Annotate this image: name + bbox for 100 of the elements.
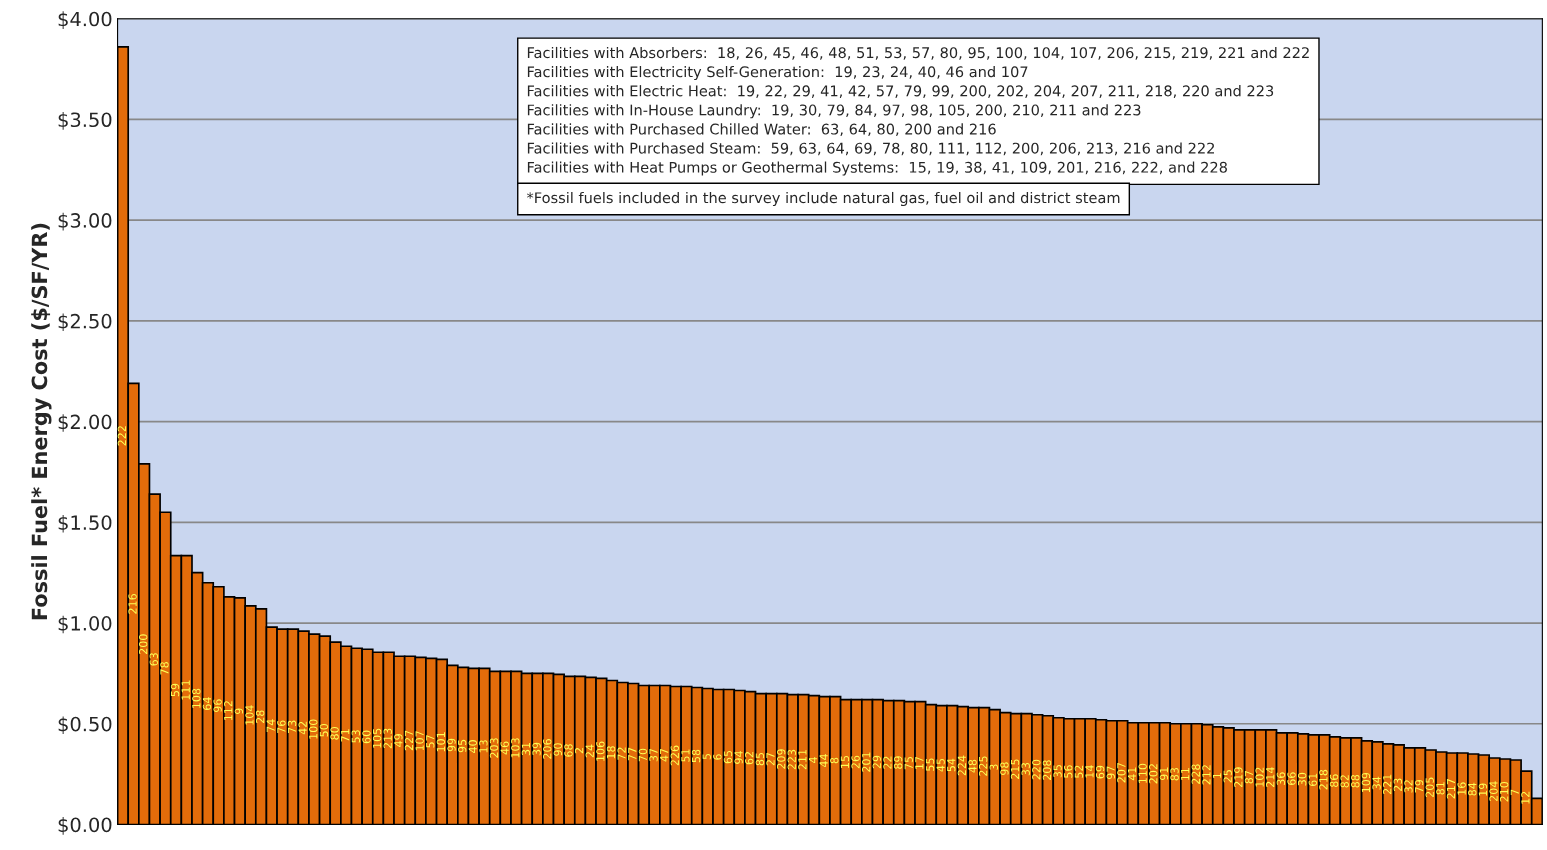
- x-tick-label: 50: [319, 723, 329, 737]
- x-tick-label: 47: [660, 748, 669, 762]
- x-tick-label: 213: [383, 728, 392, 749]
- x-tick-label: 4: [808, 757, 818, 764]
- x-tick-label: 2: [574, 748, 584, 754]
- x-tick-label: 97: [1106, 766, 1115, 779]
- x-tick-label: 210: [1499, 781, 1509, 802]
- x-tick-label: 41: [1127, 767, 1137, 781]
- y-tick-label: $2.00: [58, 414, 112, 432]
- x-tick-label: 200: [138, 634, 148, 654]
- x-tick-label: 37: [649, 748, 658, 762]
- x-tick-label: 60: [362, 730, 371, 744]
- x-tick-label: 217: [1446, 779, 1456, 799]
- y-tick-label: $4.00: [58, 11, 112, 29]
- x-tick-label: 207: [1117, 762, 1126, 783]
- x-tick-label: 62: [745, 752, 754, 765]
- annotation: Facilities with In-House Laundry: 19, 30, 79, 84, 97, 98, 105, 200, 210, 211 and 223: [527, 104, 1141, 119]
- x-tick-label: 59: [170, 683, 180, 697]
- y-tick-label: $3.50: [58, 112, 112, 130]
- x-tick-label: 84: [1468, 782, 1477, 796]
- x-tick-label: 15: [840, 755, 850, 768]
- x-tick-label: 112: [224, 701, 233, 721]
- x-tick-label: 68: [564, 744, 573, 757]
- x-tick-label: 78: [160, 662, 169, 675]
- x-tick-label: 91: [1159, 767, 1169, 780]
- x-tick-label: 14: [1085, 765, 1094, 778]
- x-tick-label: 95: [457, 739, 467, 753]
- x-tick-label: 83: [1170, 767, 1179, 781]
- x-tick-label: 44: [819, 754, 828, 768]
- x-tick-label: 108: [192, 688, 201, 708]
- x-tick-label: 85: [755, 752, 765, 766]
- x-tick-label: 214: [1266, 767, 1275, 787]
- x-tick-label: 209: [776, 749, 786, 769]
- x-tick-label: 39: [532, 742, 541, 756]
- x-tick-label: 57: [426, 735, 435, 748]
- x-tick-label: 52: [1074, 765, 1084, 778]
- x-tick-label: 5: [702, 753, 711, 760]
- y-tick-label: $2.50: [58, 313, 112, 332]
- x-tick-label: 22: [883, 756, 892, 769]
- x-tick-label: 63: [149, 653, 159, 666]
- x-tick-label: 221: [1383, 774, 1392, 794]
- x-tick-label: 216: [128, 594, 137, 614]
- x-tick-label: 46: [500, 741, 509, 755]
- x-tick-label: 94: [734, 751, 743, 764]
- x-tick-label: 24: [585, 744, 594, 758]
- x-tick-label: 3: [989, 764, 998, 770]
- x-tick-label: 101: [436, 732, 446, 752]
- x-tick-label: 224: [957, 755, 966, 776]
- x-tick-label: 105: [372, 728, 382, 748]
- x-tick-label: 98: [1000, 762, 1009, 775]
- x-tick-label: 107: [415, 731, 424, 751]
- x-tick-label: 76: [277, 720, 286, 733]
- x-tick-label: 53: [351, 730, 361, 743]
- x-tick-label: 18: [606, 746, 616, 759]
- x-tick-label: 110: [1138, 763, 1147, 784]
- x-tick-label: 23: [1393, 778, 1403, 791]
- x-tick-label: 225: [978, 756, 988, 776]
- x-tick-label: 102: [1255, 767, 1264, 787]
- y-tick-label: $0.50: [58, 716, 112, 735]
- x-tick-label: 30: [1297, 772, 1307, 786]
- x-tick-label: 82: [1340, 775, 1349, 788]
- x-tick-label: 205: [1425, 777, 1434, 798]
- x-tick-label: 77: [628, 747, 637, 761]
- x-tick-label: 48: [968, 759, 977, 773]
- x-tick-label: 87: [1244, 771, 1254, 784]
- annotation: Facilities with Purchased Chilled Water: 63, 64, 80, 200 and 216: [527, 123, 996, 137]
- x-tick-label: 99: [447, 738, 456, 752]
- x-tick-label: 109: [1361, 772, 1371, 793]
- x-tick-label: 208: [1042, 760, 1052, 780]
- x-tick-label: 226: [670, 745, 680, 766]
- x-tick-label: 54: [947, 758, 956, 772]
- x-tick-label: 106: [596, 741, 605, 761]
- x-tick-label: 218: [1319, 769, 1328, 790]
- x-tick-label: 11: [1181, 768, 1190, 780]
- x-tick-label: 223: [787, 749, 796, 770]
- x-tick-label: 79: [1414, 779, 1424, 793]
- x-tick-label: 227: [404, 730, 414, 751]
- x-tick-label: 31: [521, 742, 531, 756]
- x-tick-label: 13: [479, 740, 488, 753]
- x-tick-label: 206: [543, 739, 552, 759]
- x-tick-label: 202: [1149, 764, 1158, 784]
- x-tick-label: 8: [830, 757, 839, 764]
- x-tick-label: 58: [691, 749, 701, 763]
- annotation: Facilities with Heat Pumps or Geothermal Systems: 15, 19, 38, 41, 109, 201, 216, 222, and 228: [527, 161, 1227, 176]
- x-tick-label: 219: [1234, 767, 1243, 787]
- x-tick-label: 17: [915, 756, 924, 769]
- x-tick-label: 33: [1021, 762, 1030, 776]
- annotation: Facilities with Purchased Steam: 59, 63, 64, 69, 78, 80, 111, 112, 200, 206, 213, 216 and 222: [527, 142, 1214, 156]
- x-tick-label: 80: [330, 727, 339, 740]
- x-tick-label: 70: [638, 748, 648, 762]
- x-tick-label: 7: [1510, 789, 1519, 795]
- x-tick-label: 81: [1436, 782, 1445, 795]
- x-tick-label: 64: [202, 697, 212, 710]
- x-tick-label: 55: [925, 758, 935, 771]
- x-tick-label: 222: [117, 426, 126, 446]
- annotation: Facilities with Absorbers: 18, 26, 45, 46, 48, 51, 53, 57, 80, 95, 100, 104, 107, 206, 215, 219, 221 and 222: [527, 46, 1309, 60]
- x-tick-label: 211: [798, 749, 807, 770]
- x-tick-label: 26: [851, 755, 860, 769]
- x-tick-label: 69: [1095, 765, 1105, 779]
- x-tick-label: 1: [1213, 773, 1222, 778]
